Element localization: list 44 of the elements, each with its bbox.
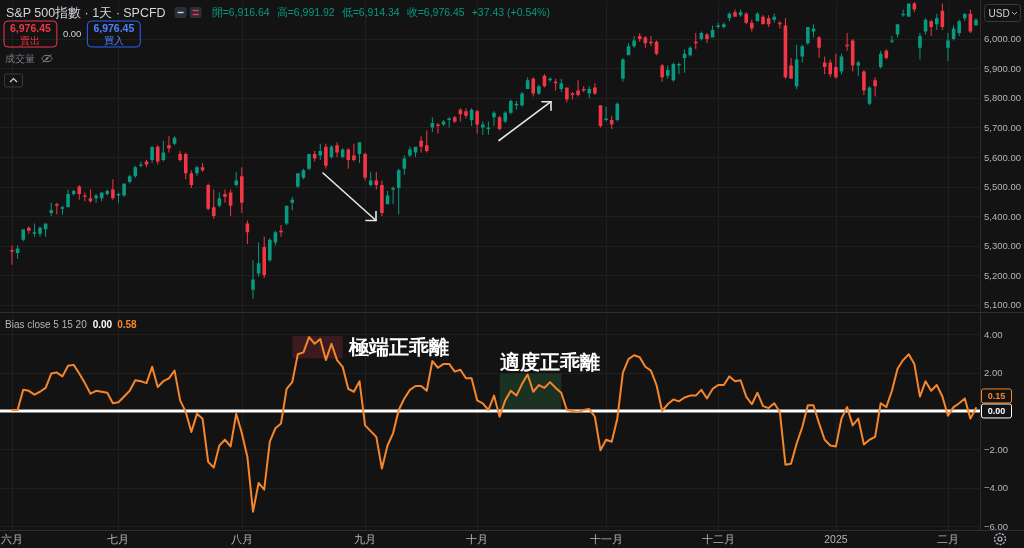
y-tick-label: 5,900.00 (984, 62, 1021, 74)
y-tick-label: 5,400.00 (984, 210, 1021, 222)
y-tick-label: 2.00 (984, 367, 1003, 379)
annotation: 買入 (103, 34, 124, 46)
y-tick-label: 5,500.00 (984, 181, 1021, 192)
x-tick-label: 二月 (937, 533, 959, 545)
annotation: 賣出 (20, 34, 41, 46)
value-label: 0.00 (987, 406, 1006, 417)
annotation: 0.00 (62, 28, 82, 39)
y-tick-label: 5,600.00 (984, 151, 1021, 163)
ylabel: USD (988, 8, 1010, 19)
y-tick-label: 5,800.00 (984, 92, 1021, 104)
annotation: 0.58 (117, 319, 137, 330)
y-tick-label: 5,100.00 (984, 299, 1021, 311)
y-tick-label: −6.00 (984, 520, 1009, 532)
y-tick-label: 6,000.00 (984, 33, 1021, 45)
x-tick-label: 七月 (107, 533, 130, 545)
x-tick-label: 十月 (466, 533, 489, 545)
annotation: +37.43 (+0.54%) (471, 6, 550, 18)
y-tick-label: −2.00 (984, 443, 1009, 455)
annotation: 6,976.45 (93, 22, 135, 34)
x-tick-label: 十二月 (701, 533, 735, 545)
x-tick-label: 八月 (230, 533, 253, 545)
band-label: 適度正乖離 (499, 350, 600, 373)
value-label: 0.15 (987, 391, 1006, 402)
x-tick-label: 六月 (1, 533, 23, 545)
y-tick-label: −4.00 (984, 482, 1009, 494)
annotation: 6,976.45 (10, 22, 51, 34)
x-tick-label: 九月 (354, 533, 377, 545)
annotation: 低=6,914.34 (341, 6, 400, 18)
title: Bias close 5 15 20 (5, 319, 87, 330)
x-tick-label: 十一月 (589, 533, 623, 545)
annotation: 成交量 (5, 53, 35, 64)
title: S&P 500指數 · 1天 · SPCFD (6, 6, 166, 20)
y-tick-label: 4.00 (984, 328, 1003, 340)
y-tick-label: 5,300.00 (984, 240, 1021, 252)
annotation: 收=6,976.45 (406, 6, 465, 18)
y-tick-label: 5,700.00 (984, 122, 1021, 133)
annotation: 高=6,991.92 (276, 6, 335, 18)
y-tick-label: 5,200.00 (984, 269, 1021, 281)
x-tick-label: 2025 (824, 533, 848, 545)
annotation: 0.00 (92, 319, 113, 330)
band-label: 極端正乖離 (348, 336, 449, 359)
annotation: 開=6,916.64 (211, 6, 270, 18)
